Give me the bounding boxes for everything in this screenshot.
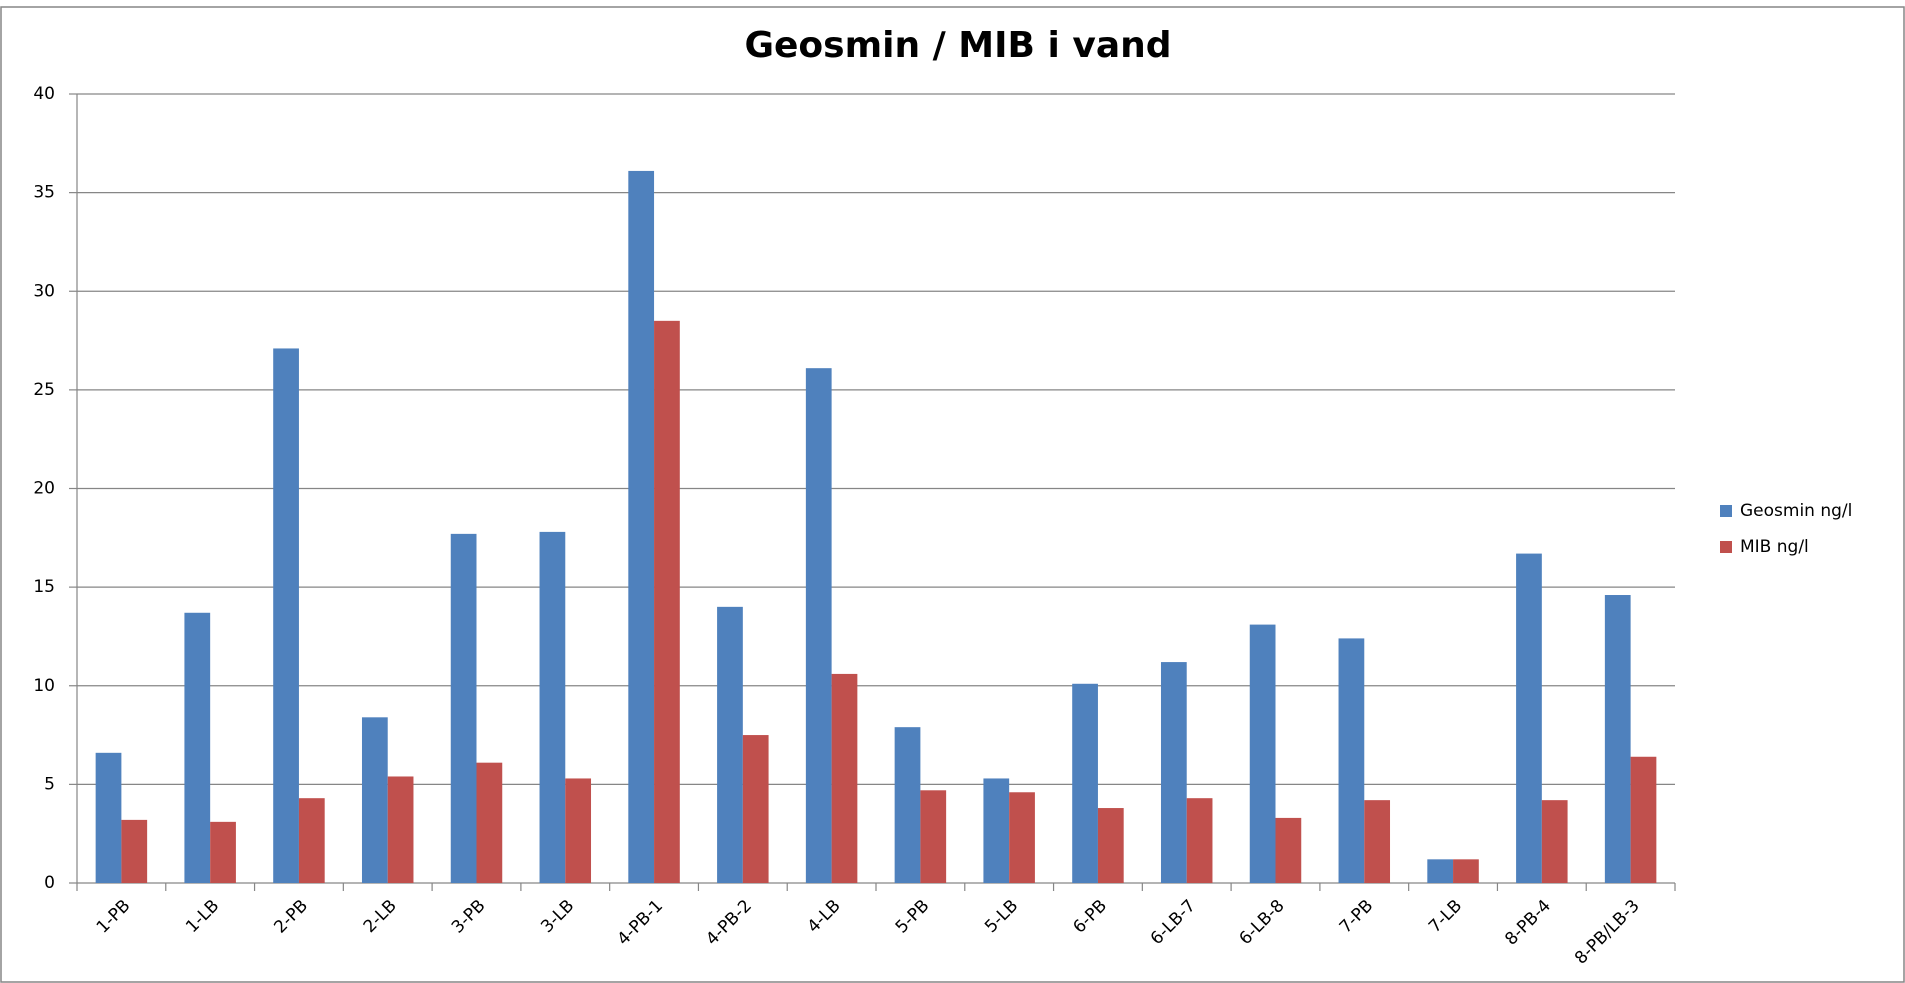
y-tick-label: 35 xyxy=(33,183,55,203)
bar xyxy=(1427,859,1454,883)
bar xyxy=(210,821,236,883)
y-tick-label: 40 xyxy=(33,84,55,104)
bar xyxy=(920,790,947,883)
bar xyxy=(1009,792,1035,883)
bar xyxy=(1630,756,1657,883)
bar xyxy=(1249,624,1276,883)
y-tick-label: 5 xyxy=(44,774,55,794)
bar xyxy=(95,752,122,883)
bar xyxy=(1453,859,1479,883)
bar xyxy=(273,348,299,883)
bar xyxy=(298,798,325,883)
y-tick-label: 30 xyxy=(33,281,55,301)
bar xyxy=(894,727,921,883)
bar xyxy=(361,717,388,883)
bar xyxy=(1541,800,1568,883)
y-tick-label: 20 xyxy=(33,479,55,499)
bar xyxy=(1275,817,1302,883)
bar xyxy=(450,533,477,883)
y-tick-label: 10 xyxy=(33,676,55,696)
bar xyxy=(184,612,211,883)
legend-swatch xyxy=(1720,505,1732,517)
y-tick-label: 25 xyxy=(33,380,55,400)
bar xyxy=(1072,683,1098,883)
y-tick-label: 15 xyxy=(33,577,55,597)
bar xyxy=(476,762,503,883)
bar xyxy=(387,776,414,883)
y-tick-label: 0 xyxy=(44,873,55,893)
bar xyxy=(742,735,769,883)
bar xyxy=(628,170,655,884)
bar xyxy=(983,778,1010,883)
legend-label: Geosmin ng/l xyxy=(1740,501,1852,521)
legend-swatch xyxy=(1720,541,1732,553)
bar xyxy=(831,673,858,883)
bar xyxy=(1516,553,1542,883)
bar xyxy=(654,320,680,883)
bar xyxy=(1604,595,1631,883)
bar xyxy=(539,531,566,883)
chart-title: Geosmin / MIB i vand xyxy=(744,25,1171,66)
bar xyxy=(1186,798,1213,883)
bar xyxy=(1338,638,1365,883)
bar xyxy=(1097,808,1124,883)
bar xyxy=(717,606,743,883)
bar xyxy=(565,778,592,883)
legend-label: MIB ng/l xyxy=(1740,537,1809,557)
bar xyxy=(121,819,148,883)
bar xyxy=(1364,800,1391,883)
bar xyxy=(805,368,832,883)
bar xyxy=(1160,662,1187,883)
